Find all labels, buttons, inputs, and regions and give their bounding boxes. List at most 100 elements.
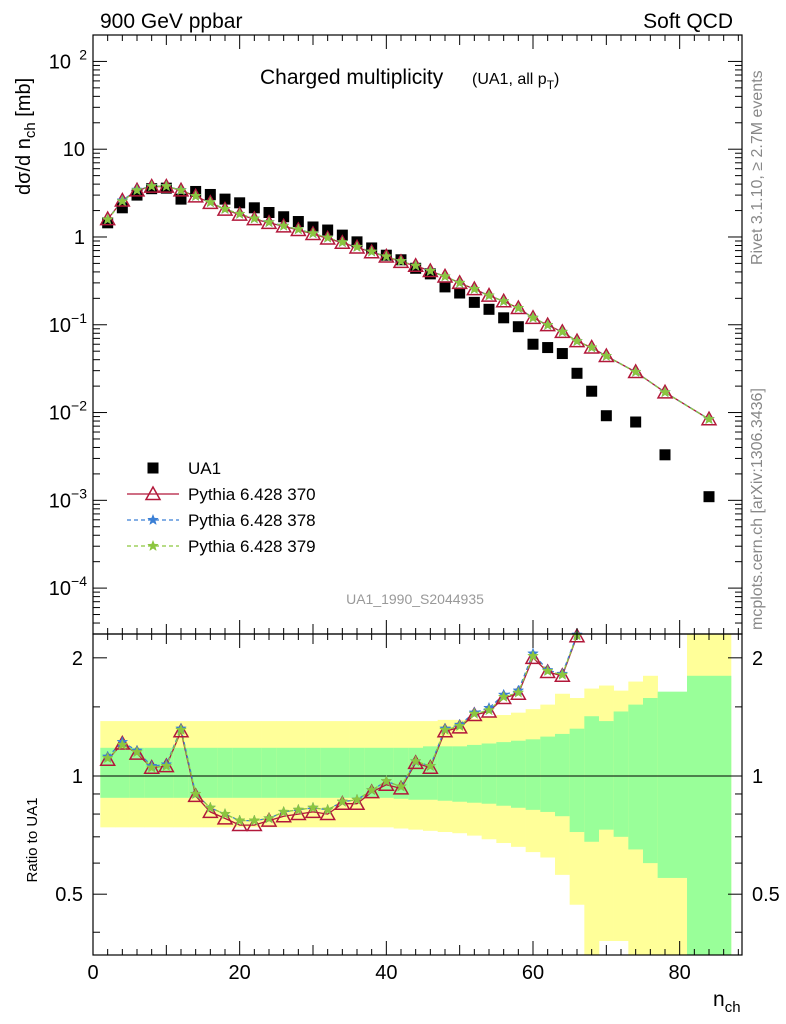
pythia-6-428-379-point-1 xyxy=(116,195,129,207)
ratio-y-tick-label-0: 0.5 xyxy=(55,884,83,906)
pythia-6-428-379-point-8 xyxy=(219,202,231,215)
ratio-pythia-6-428-379-point-2 xyxy=(131,745,143,758)
main-y-tick-exp-2: −2 xyxy=(71,398,87,414)
inner-band-2 xyxy=(129,747,145,798)
ratio-pythia-6-428-379-point-16 xyxy=(336,795,349,807)
analysis-id-label: UA1_1990_S2044935 xyxy=(346,591,484,607)
inner-band-18 xyxy=(364,747,380,798)
ratio-pythia-6-428-379-point-4 xyxy=(160,759,173,772)
header-left-label: 900 GeV ppbar xyxy=(100,10,242,33)
ratio-y-tick-label-right-1: 1 xyxy=(752,766,763,788)
pythia-6-428-378-line xyxy=(107,185,710,420)
ratio-pythia-6-428-379-point-24 xyxy=(453,719,466,732)
x-axis-label: nch xyxy=(713,988,741,1016)
ua1-point-0 xyxy=(102,217,114,229)
ua1-point-31 xyxy=(556,348,568,360)
main-y-axis-label-unit: [mb] xyxy=(13,78,35,122)
pythia-6-428-379-point-21 xyxy=(409,259,422,271)
ratio-pythia-6-428-370-point-19 xyxy=(378,776,395,792)
inner-band-8 xyxy=(217,747,233,798)
pythia-6-428-379-point-0 xyxy=(101,213,114,225)
legend-ua1-label: UA1 xyxy=(188,459,221,478)
pythia-6-428-379-point-17 xyxy=(351,240,363,252)
ratio-pythia-6-428-370-point-25 xyxy=(466,706,483,722)
main-title-suffix: (UA1, all pT) xyxy=(472,71,559,92)
ratio-pythia-6-428-370-point-21 xyxy=(407,754,424,770)
ua1-point-35 xyxy=(630,416,642,428)
legend-pythia-6-428-378-marker xyxy=(147,513,159,526)
ratio-pythia-6-428-370-point-8 xyxy=(216,809,234,825)
pythia-6-428-379-point-29 xyxy=(527,311,539,323)
ratio-pythia-6-428-379-point-30 xyxy=(541,664,554,677)
main-y-tick-label-4: 1 xyxy=(74,227,85,249)
ratio-pythia-6-428-370-point-24 xyxy=(451,718,468,734)
pythia-6-428-379-point-12 xyxy=(277,219,290,231)
inner-band-16 xyxy=(335,747,350,798)
pythia-6-428-379-point-37 xyxy=(703,412,715,425)
inner-band-34 xyxy=(599,721,614,830)
mcplots-label: mcplots.cern.ch [arXiv:1306.3436] xyxy=(749,388,766,630)
ratio-y-tick-label-right-2: 2 xyxy=(752,648,763,670)
inner-band-14 xyxy=(305,747,321,798)
ratio-pythia-6-428-379-point-26 xyxy=(483,704,495,716)
main-y-tick-label-3: 10 xyxy=(49,315,71,337)
pythia-6-428-379-point-31 xyxy=(556,325,569,337)
ratio-pythia-6-428-370-point-5 xyxy=(172,722,190,738)
inner-band-7 xyxy=(203,747,218,798)
pythia-6-428-379-point-34 xyxy=(600,349,613,362)
ratio-pythia-6-428-379-point-23 xyxy=(439,723,451,736)
pythia-6-428-379-point-23 xyxy=(439,270,451,282)
pythia-6-428-379-point-26 xyxy=(483,289,495,301)
pythia-6-428-379-line xyxy=(107,185,710,420)
ratio-pythia-6-428-379-point-11 xyxy=(263,812,275,824)
ratio-pythia-6-428-370-point-26 xyxy=(480,702,498,718)
ratio-pythia-6-428-379-point-10 xyxy=(248,814,261,826)
ua1-point-11 xyxy=(263,207,275,219)
legend-pythia-6-428-378-label: Pythia 6.428 378 xyxy=(188,511,316,530)
ratio-y-axis-label: Ratio to UA1 xyxy=(24,797,41,882)
main-y-axis-label: dσ/d nch [mb] xyxy=(13,78,39,195)
ratio-pythia-6-428-379-point-29 xyxy=(527,649,539,662)
pythia-6-428-379-point-7 xyxy=(204,196,217,208)
inner-band-28 xyxy=(511,740,526,808)
ratio-panel-frame xyxy=(92,633,743,956)
ua1-point-24 xyxy=(454,287,466,299)
ratio-pythia-6-428-370-point-7 xyxy=(202,803,219,819)
inner-band-31 xyxy=(555,733,570,817)
inner-band-23 xyxy=(437,746,453,801)
main-y-tick-label-6: 10 xyxy=(49,51,71,73)
inner-band-39 xyxy=(687,675,732,955)
main-y-tick-exp-0: −4 xyxy=(71,573,87,589)
main-y-tick-exp-3: −1 xyxy=(71,310,87,326)
pythia-6-428-379-point-6 xyxy=(189,189,202,202)
ratio-pythia-6-428-370-point-2 xyxy=(128,745,146,760)
ratio-pythia-6-428-379-point-21 xyxy=(409,755,422,767)
x-axis-label-sub: ch xyxy=(725,999,741,1016)
inner-band-35 xyxy=(613,711,629,837)
ua1-point-5 xyxy=(175,193,187,205)
ua1-point-30 xyxy=(542,342,554,354)
inner-band-30 xyxy=(540,736,556,812)
inner-band-12 xyxy=(276,747,292,798)
ratio-pythia-6-428-370-point-16 xyxy=(334,795,351,810)
ua1-point-37 xyxy=(703,491,715,503)
ratio-pythia-6-428-379-point-3 xyxy=(145,761,158,773)
ratio-pythia-6-428-370-point-17 xyxy=(348,795,366,810)
pythia-6-428-379-point-20 xyxy=(395,254,407,267)
ratio-pythia-6-428-370-point-14 xyxy=(304,803,322,819)
rivet-label: Rivet 3.1.10, ≥ 2.7M events xyxy=(749,70,766,265)
ratio-pythia-6-428-370-point-32 xyxy=(568,627,586,643)
ratio-pythia-6-428-379-point-25 xyxy=(468,707,481,719)
pythia-6-428-379-point-30 xyxy=(541,318,554,331)
ratio-pythia-6-428-379-point-19 xyxy=(380,774,393,787)
inner-band-17 xyxy=(349,747,365,798)
main-y-tick-label-2: 10 xyxy=(49,403,71,425)
pythia-6-428-379-point-16 xyxy=(336,236,349,248)
ratio-y-tick-label-2: 2 xyxy=(72,648,83,670)
pythia-6-428-379-point-9 xyxy=(233,207,246,219)
ratio-pythia-6-428-379-point-0 xyxy=(101,752,114,764)
ratio-pythia-6-428-370-point-1 xyxy=(114,734,131,750)
ua1-point-29 xyxy=(527,338,539,350)
ratio-pythia-6-428-379-point-27 xyxy=(497,690,510,702)
